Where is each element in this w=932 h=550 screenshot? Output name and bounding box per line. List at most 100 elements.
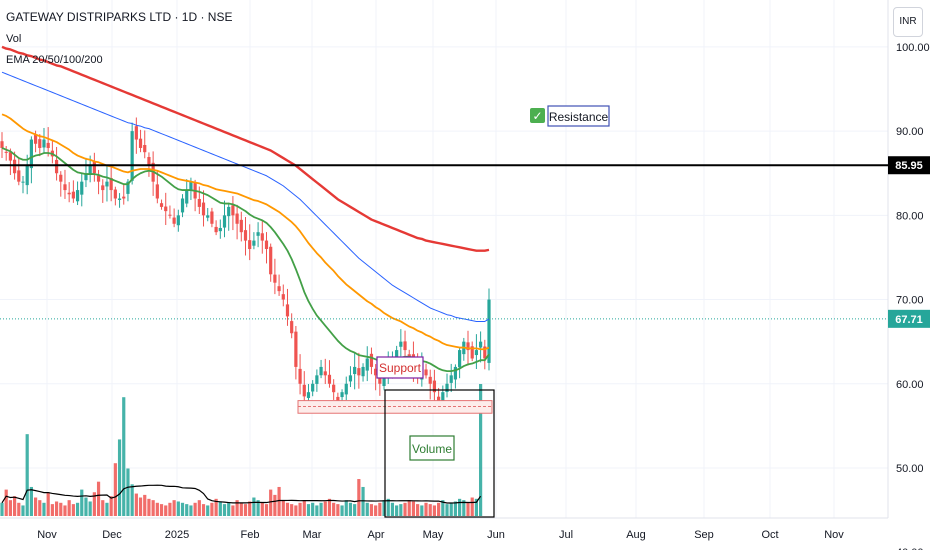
candle-body xyxy=(336,396,340,401)
candle xyxy=(369,347,374,375)
candle-body xyxy=(395,350,399,358)
candle xyxy=(172,208,176,228)
candle-body xyxy=(281,294,285,300)
last-price-badge xyxy=(888,309,930,328)
time-tick-label: May xyxy=(423,529,444,541)
candle-body xyxy=(117,198,122,200)
candle xyxy=(453,364,458,389)
volume-bar xyxy=(0,502,4,516)
candle xyxy=(113,186,117,206)
candle-body xyxy=(466,342,470,351)
volume-bar xyxy=(353,504,357,516)
candle-body xyxy=(357,368,361,376)
volume-bar xyxy=(54,501,59,516)
candle xyxy=(96,169,101,195)
candle xyxy=(75,181,80,206)
volume-bar xyxy=(189,505,193,516)
candle-body xyxy=(197,198,201,207)
volume-bar xyxy=(180,502,185,516)
horizontal-levels: 85.95 67.71 xyxy=(0,156,930,328)
candle-body xyxy=(206,215,210,218)
volume-bar xyxy=(264,504,269,516)
candle xyxy=(239,211,243,242)
volume-bar xyxy=(159,504,164,516)
candle-body xyxy=(67,192,71,195)
volume-bar xyxy=(269,489,273,516)
ema-lines xyxy=(1,45,490,373)
candle-body xyxy=(155,184,159,199)
candle xyxy=(164,192,168,226)
candle-body xyxy=(315,375,319,384)
candle xyxy=(277,274,281,296)
volume-bar xyxy=(239,502,243,516)
volume-highlight-box xyxy=(384,389,495,518)
candle xyxy=(117,193,122,208)
candle xyxy=(470,341,474,362)
volume-bar xyxy=(164,505,168,516)
candle-body xyxy=(54,159,59,174)
volume-legend: Vol xyxy=(6,33,22,45)
candle xyxy=(185,179,189,208)
candle-body xyxy=(437,396,441,401)
candle-body xyxy=(218,227,222,232)
candle-body xyxy=(302,384,306,397)
volume-bar xyxy=(126,468,130,516)
candle-body xyxy=(101,185,105,191)
volume-bar xyxy=(214,498,218,516)
volume-bar xyxy=(143,494,147,516)
candle xyxy=(449,363,453,393)
candle-body xyxy=(319,366,323,376)
candle xyxy=(8,148,12,175)
candle xyxy=(462,337,466,361)
volume-bar xyxy=(298,502,302,516)
time-tick-label: Nov xyxy=(37,529,57,541)
volume-bar xyxy=(122,397,126,516)
candle-body xyxy=(180,198,185,213)
candle-body xyxy=(285,304,290,317)
volume-bar xyxy=(243,504,248,516)
currency-button[interactable]: INR xyxy=(893,7,923,37)
candle-body xyxy=(260,233,264,241)
candle xyxy=(59,171,63,197)
volume-bar xyxy=(294,505,298,516)
candle-body xyxy=(168,214,172,216)
volume-bar xyxy=(332,502,336,516)
candle xyxy=(483,339,487,370)
candle xyxy=(54,146,59,181)
candle-body xyxy=(63,184,67,191)
candle-body xyxy=(290,321,294,334)
candle xyxy=(222,200,227,238)
candle-body xyxy=(201,202,206,216)
volume-bar xyxy=(222,504,227,516)
candle-body xyxy=(210,211,214,224)
volume-bar xyxy=(348,502,353,516)
volume-bar xyxy=(365,502,369,516)
candle xyxy=(159,199,164,210)
candle-body xyxy=(449,375,453,383)
candle-body xyxy=(227,206,231,217)
candle-body xyxy=(323,371,327,376)
volume-bar xyxy=(113,463,117,516)
candle xyxy=(353,352,357,390)
price-tick-label: 100.00 xyxy=(896,42,930,54)
candle-body xyxy=(369,353,374,367)
candle xyxy=(281,284,285,307)
candle-body xyxy=(164,206,168,212)
candle-body xyxy=(273,274,277,283)
volume-bar xyxy=(210,502,214,516)
volume-bar xyxy=(390,502,395,516)
volume-bar xyxy=(218,501,222,516)
volume-bar xyxy=(17,502,21,516)
volume-annotation: Volume xyxy=(412,442,452,456)
candle-body xyxy=(453,366,458,380)
price-axis: 100.00 90.00 80.00 70.00 60.00 50.00 40.00 xyxy=(887,0,930,550)
candle-body xyxy=(348,375,353,382)
candle xyxy=(29,136,33,184)
volume-bar xyxy=(138,497,143,516)
candle xyxy=(264,232,269,264)
candle-body xyxy=(4,151,8,153)
volume-bar xyxy=(193,502,197,516)
candle-body xyxy=(235,213,239,224)
candle-body xyxy=(361,366,365,377)
